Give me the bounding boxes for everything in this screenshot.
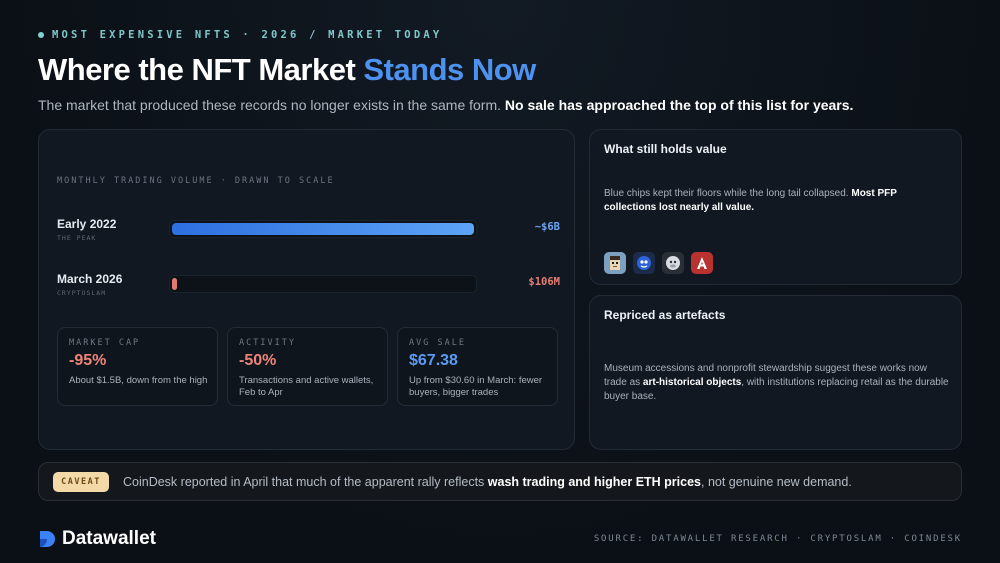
source-credit: SOURCE: DATAWALLET RESEARCH · CRYPTOSLAM… <box>593 534 962 544</box>
volume-bar <box>172 278 177 290</box>
cryptopunk-icon <box>604 252 626 274</box>
logo-wordmark: Datawallet <box>62 528 156 549</box>
caveat-text: CoinDesk reported in April that much of … <box>123 475 852 489</box>
volume-row-name: Early 2022 <box>57 217 117 231</box>
blue-blob-icon <box>633 252 655 274</box>
page-title: Where the NFT Market Stands Now <box>38 52 536 88</box>
card-body-bold: Most PFP collections lost nearly all val… <box>604 188 897 213</box>
card-body-plain: Museum accessions and nonprofit stewards… <box>604 363 927 388</box>
title-main: Where the NFT Market <box>38 52 364 87</box>
volume-row-value: ~$6B <box>534 221 560 233</box>
card-body-bold: art-historical objects <box>642 377 742 388</box>
caveat-plain: , not genuine new demand. <box>701 475 852 489</box>
volume-label: MONTHLY TRADING VOLUME · DRAWN TO SCALE <box>57 176 335 186</box>
volume-row-peak: Early 2022 THE PEAK ~$6B <box>57 217 560 247</box>
kicker-dot-icon <box>38 32 44 38</box>
card-body: Blue chips kept their floors while the l… <box>604 187 949 215</box>
kicker-text: MOST EXPENSIVE NFTS · 2026 / MARKET TODA… <box>52 29 443 41</box>
caveat-bold: wash trading and higher ETH prices <box>487 475 701 489</box>
title-accent: Stands Now <box>363 52 536 87</box>
card-title: Repriced as artefacts <box>604 308 726 322</box>
stat-label: AVG SALE <box>409 338 466 348</box>
stat-value: -50% <box>239 352 277 369</box>
kicker: MOST EXPENSIVE NFTS · 2026 / MARKET TODA… <box>38 29 442 41</box>
stat-desc: About $1.5B, down from the high <box>69 375 208 386</box>
volume-bar <box>172 223 474 235</box>
card-title: What still holds value <box>604 142 727 156</box>
volume-row-sub: THE PEAK <box>57 234 97 242</box>
datawallet-logo[interactable]: Datawallet <box>38 528 156 550</box>
datawallet-logo-icon <box>40 531 55 547</box>
page-subtitle: The market that produced these records n… <box>38 97 853 113</box>
card-body: Museum accessions and nonprofit stewards… <box>604 362 949 404</box>
blue-chip-icons <box>604 252 713 274</box>
stat-value: $67.38 <box>409 352 458 369</box>
stat-desc: Up from $30.60 in March: fewer buyers, b… <box>409 375 543 398</box>
card-body-plain: , with institutions replacing retail as … <box>604 377 949 402</box>
volume-bar-track <box>169 275 477 293</box>
volume-row-current: March 2026 CRYPTOSLAM $106M <box>57 272 560 302</box>
stat-value: -95% <box>69 352 107 369</box>
caveat-badge: CAVEAT <box>53 472 109 492</box>
stat-avg-sale: AVG SALE $67.38 Up from $30.60 in March:… <box>397 327 558 406</box>
caveat-banner: CAVEAT CoinDesk reported in April that m… <box>38 462 962 501</box>
volume-panel: MONTHLY TRADING VOLUME · DRAWN TO SCALE … <box>38 129 575 450</box>
gray-ape-icon <box>662 252 684 274</box>
stat-market-cap: MARKET CAP -95% About $1.5B, down from t… <box>57 327 218 406</box>
caveat-plain: CoinDesk reported in April that much of … <box>123 475 488 489</box>
red-a-icon <box>691 252 713 274</box>
volume-row-sub: CRYPTOSLAM <box>57 289 107 297</box>
volume-bar-track <box>169 220 477 238</box>
holds-value-card: What still holds value Blue chips kept t… <box>589 129 962 285</box>
stat-desc: Transactions and active wallets, Feb to … <box>239 375 374 398</box>
subtitle-bold: No sale has approached the top of this l… <box>504 97 854 113</box>
stat-label: ACTIVITY <box>239 338 296 348</box>
stat-activity: ACTIVITY -50% Transactions and active wa… <box>227 327 388 406</box>
volume-row-name: March 2026 <box>57 272 123 286</box>
artefacts-card: Repriced as artefacts Museum accessions … <box>589 295 962 450</box>
volume-row-value: $106M <box>528 276 560 288</box>
stat-label: MARKET CAP <box>69 338 141 348</box>
subtitle-plain: The market that produced these records n… <box>38 97 505 113</box>
card-body-plain: Blue chips kept their floors while the l… <box>604 188 852 199</box>
